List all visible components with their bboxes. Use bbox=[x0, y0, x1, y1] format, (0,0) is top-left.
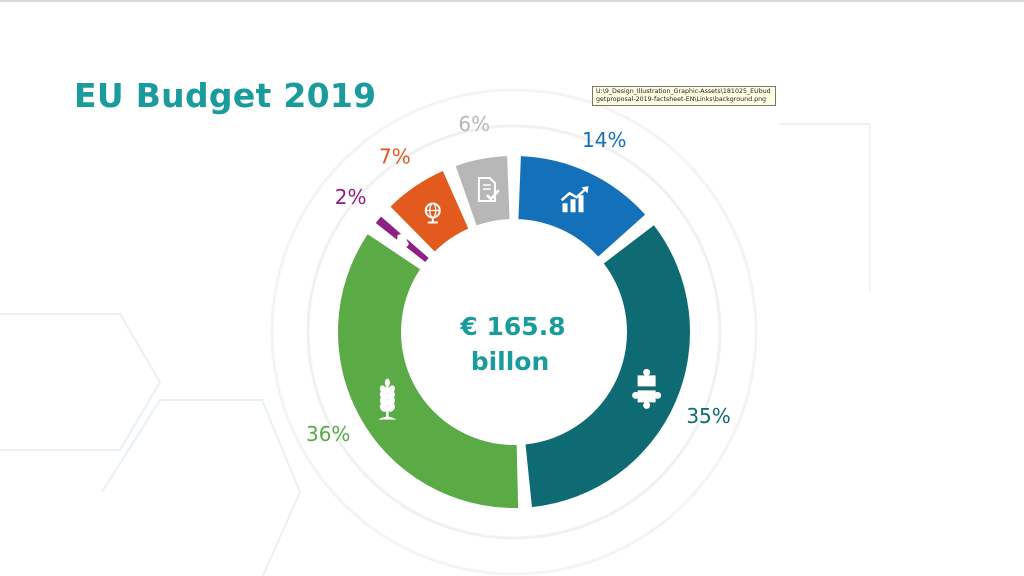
center-amount: € 165.8 bbox=[459, 312, 565, 341]
center-unit: billon bbox=[471, 347, 550, 376]
chart-growth-icon bbox=[560, 186, 589, 213]
donut-slice-36 bbox=[338, 234, 519, 508]
globe-icon bbox=[424, 202, 441, 224]
deco-ring-inner bbox=[306, 124, 722, 540]
deco-ring-outer bbox=[270, 88, 758, 576]
slice-label-2: 2% bbox=[335, 185, 367, 209]
puzzle-icon bbox=[632, 368, 662, 409]
slice-label-7: 7% bbox=[379, 145, 411, 169]
page-title: EU Budget 2019 bbox=[74, 76, 377, 115]
wheat-icon bbox=[378, 378, 397, 420]
security-icon bbox=[396, 232, 409, 247]
center-total: € 165.8 billon bbox=[459, 312, 565, 376]
file-path-tooltip: U:\9_Design_Illustration_Graphic-Assets\… bbox=[592, 86, 776, 106]
slice-label-14: 14% bbox=[582, 128, 626, 152]
donut-slice-35 bbox=[525, 225, 690, 508]
background-decoration bbox=[0, 123, 871, 576]
slice-label-35: 35% bbox=[686, 404, 730, 428]
decorative-rings bbox=[270, 88, 758, 576]
slice-icons bbox=[378, 177, 662, 420]
document-check-icon bbox=[477, 177, 500, 203]
donut-slice-6 bbox=[455, 156, 510, 226]
donut-slices bbox=[338, 156, 690, 508]
slice-label-36: 36% bbox=[306, 422, 350, 446]
percentage-labels: 14% 35% 36% 2% 7% 6% bbox=[306, 112, 731, 446]
slice-label-6: 6% bbox=[458, 112, 490, 136]
